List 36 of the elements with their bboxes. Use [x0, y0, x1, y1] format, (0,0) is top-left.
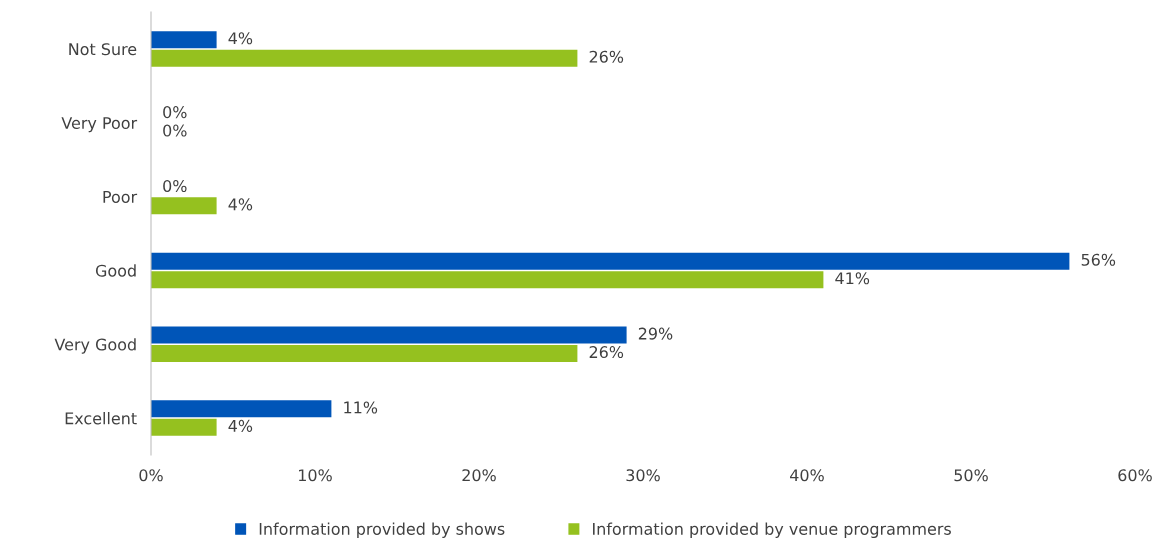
- data-label: 29%: [638, 327, 673, 340]
- bar: [151, 400, 332, 418]
- data-label: 4%: [228, 419, 253, 432]
- x-tick-label: 40%: [790, 469, 824, 482]
- x-tick-label: 60%: [1118, 469, 1152, 482]
- data-label: 4%: [228, 198, 253, 211]
- bar: [151, 197, 217, 215]
- data-label: 11%: [344, 401, 378, 414]
- data-label: 0%: [163, 124, 187, 137]
- y-tick-label: Very Poor: [61, 117, 138, 133]
- y-tick-label: Poor: [103, 191, 138, 203]
- bar: [151, 326, 627, 344]
- bar: [151, 344, 578, 362]
- data-label: 26%: [589, 346, 624, 359]
- y-tick-label: Very Good: [54, 338, 136, 354]
- x-tick-label: 20%: [462, 469, 496, 482]
- bar: [151, 252, 1070, 270]
- y-tick-label: Not Sure: [69, 43, 137, 56]
- bar: [151, 31, 217, 49]
- data-label: 0%: [163, 106, 187, 119]
- legend-label: Information provided by venue programmers: [593, 522, 951, 538]
- x-tick-label: 50%: [954, 469, 988, 482]
- x-tick-label: 10%: [299, 469, 332, 482]
- data-label: 4%: [228, 32, 253, 45]
- y-tick-label: Good: [95, 264, 136, 277]
- bar: [151, 418, 217, 436]
- legend-label: Information provided by shows: [259, 522, 505, 538]
- data-label: 56%: [1081, 253, 1116, 266]
- data-label: 26%: [589, 50, 624, 63]
- data-label: 0%: [163, 179, 187, 192]
- data-label: 41%: [835, 272, 870, 285]
- x-tick-label: 30%: [626, 469, 660, 482]
- bar: [151, 271, 824, 289]
- bar: [151, 49, 578, 67]
- y-tick-label: Excellent: [65, 412, 137, 425]
- x-tick-label: 0%: [139, 469, 163, 482]
